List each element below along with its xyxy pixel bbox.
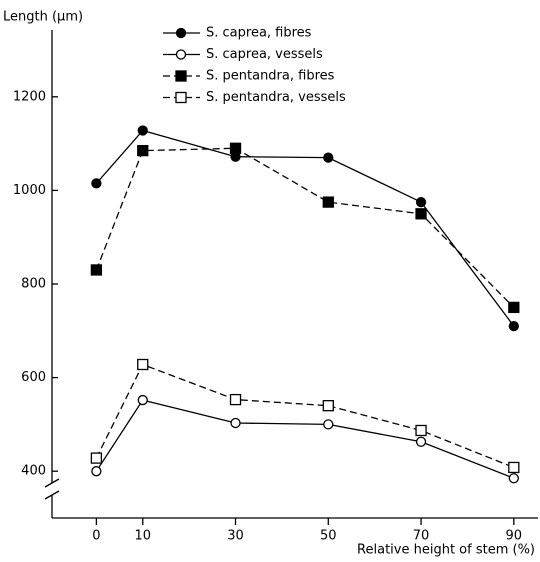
x-axis-label: Relative height of stem (%)	[357, 543, 535, 558]
axis-break	[44, 490, 60, 500]
point	[508, 461, 520, 474]
legend-label: S. pentandra, vessels	[206, 90, 346, 105]
point	[91, 178, 102, 189]
legend-label: S. caprea, vessels	[206, 47, 323, 62]
point	[137, 125, 148, 136]
point	[90, 452, 103, 464]
point	[322, 196, 334, 208]
point	[137, 358, 149, 371]
point	[415, 436, 427, 447]
y-tick-label: 1000	[13, 183, 46, 198]
legend-marker	[175, 27, 187, 39]
x-tick-label: 30	[227, 529, 244, 544]
y-axis-label: Length (µm)	[3, 10, 83, 25]
legend-marker	[175, 70, 187, 82]
y-tick-label: 1200	[13, 89, 46, 104]
legend-marker	[175, 49, 187, 60]
y-tick-label: 600	[21, 370, 46, 385]
x-tick-label: 70	[413, 529, 430, 544]
point	[230, 417, 241, 429]
point	[415, 424, 427, 437]
series-line	[95, 147, 515, 308]
legend-label: S. pentandra, fibres	[206, 69, 335, 84]
x-tick-label: 90	[506, 529, 523, 544]
point	[508, 301, 520, 314]
axis-break	[44, 478, 60, 488]
x-tick-label: 10	[134, 529, 151, 544]
point	[508, 473, 519, 484]
y-tick-label: 400	[21, 464, 46, 479]
point	[415, 196, 427, 208]
point	[90, 264, 103, 276]
x-tick-label: 0	[92, 529, 100, 544]
point	[229, 142, 242, 154]
point	[137, 144, 149, 157]
legend-label: S. caprea, fibres	[206, 26, 312, 41]
y-tick-label: 800	[21, 277, 46, 292]
point	[323, 152, 334, 163]
point	[91, 466, 102, 477]
point	[415, 208, 427, 220]
series-line	[95, 129, 515, 327]
point	[229, 393, 242, 406]
legend-marker	[175, 91, 187, 104]
point	[323, 419, 334, 430]
point	[322, 400, 334, 412]
x-tick-label: 50	[320, 529, 337, 544]
point	[508, 320, 519, 332]
series-line	[95, 363, 515, 469]
point	[137, 394, 148, 406]
series-line	[95, 399, 515, 479]
